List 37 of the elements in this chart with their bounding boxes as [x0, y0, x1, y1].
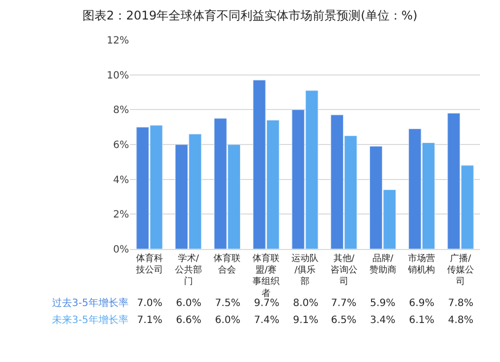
- y-tick-label: 8%: [113, 105, 129, 116]
- chart-title: 图表2：2019年全球体育不同利益实体市场前景预测(单位：%): [82, 8, 418, 22]
- data-label: 3.4%: [370, 315, 396, 326]
- y-tick-label: 0%: [113, 244, 129, 256]
- data-label: 6.6%: [176, 315, 202, 326]
- data-label: 7.1%: [137, 315, 162, 326]
- text: 未来3-5年增长率: [52, 314, 128, 326]
- y-tick-label: 10%: [106, 70, 129, 82]
- x-tick-label: 体育科技公司: [134, 252, 163, 276]
- data-label: 6.1%: [409, 315, 434, 326]
- data-label: 7.0%: [137, 298, 162, 309]
- y-tick-label: 2%: [113, 210, 129, 221]
- data-label: 9.7%: [254, 298, 280, 309]
- data-label: 4.8%: [448, 315, 474, 326]
- x-tick-label: 学术/公共部门: [174, 252, 202, 288]
- x-tick-label: 其他/咨询公司: [330, 252, 358, 288]
- data-label: 7.5%: [215, 298, 240, 309]
- data-label: 5.9%: [370, 298, 396, 309]
- data-label: 6.5%: [331, 315, 356, 326]
- x-tick-label: 广播/传媒公司: [447, 252, 474, 288]
- y-tick-label: 12%: [106, 36, 129, 46]
- text: 过去3-5年增长率: [52, 297, 128, 309]
- data-label: 6.0%: [176, 298, 202, 309]
- data-label: 8.0%: [293, 298, 318, 309]
- y-tick-label: 6%: [113, 140, 129, 151]
- x-tick-label: 运动队/俱乐部: [292, 252, 318, 288]
- x-tick-label: 品牌/赞助商: [369, 252, 396, 276]
- x-tick-label: 体育联合会: [214, 252, 241, 276]
- x-tick-label: 体育联盟/赛事组织者: [252, 252, 280, 299]
- data-label: 6.9%: [409, 298, 434, 309]
- data-label: 7.4%: [254, 315, 280, 326]
- data-label: 6.0%: [215, 315, 240, 326]
- data-label: 7.7%: [331, 298, 356, 309]
- x-tick-label: 市场营销机构: [407, 252, 436, 276]
- data-label: 9.1%: [293, 315, 318, 326]
- data-label: 7.8%: [448, 298, 474, 309]
- y-tick-label: 4%: [113, 174, 129, 186]
